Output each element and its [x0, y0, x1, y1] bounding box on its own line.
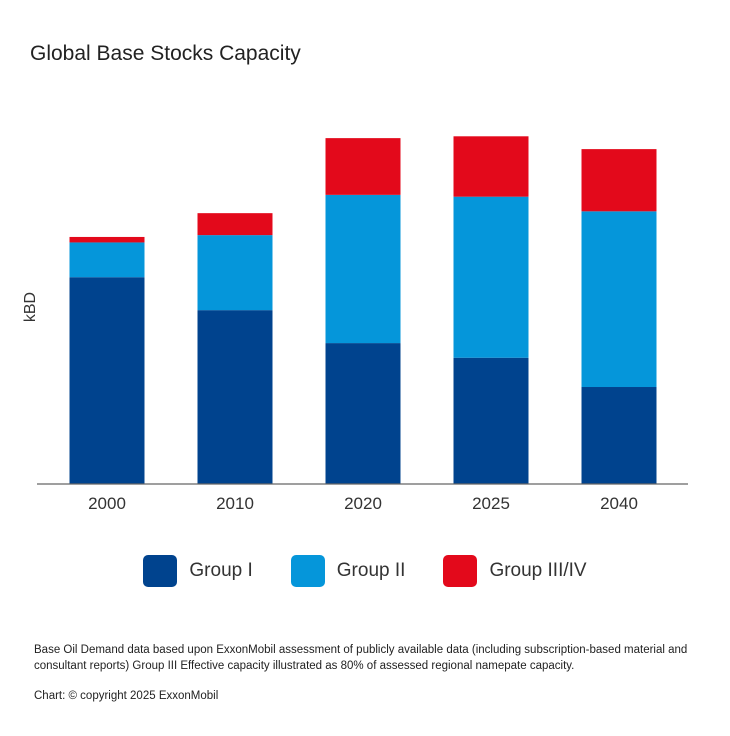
- bars-group: [69, 136, 657, 484]
- bar-2010-group-i: [197, 310, 273, 484]
- bar-2010-group-iii-iv: [197, 213, 273, 236]
- bar-2000-group-iii-iv: [69, 236, 145, 243]
- x-tick-label-2040: 2040: [600, 494, 638, 513]
- y-axis-label: kBD: [22, 292, 39, 322]
- bar-2025-group-ii: [453, 196, 529, 358]
- chart-title: Global Base Stocks Capacity: [30, 42, 301, 65]
- legend-item-group-i: Group I: [143, 555, 253, 587]
- legend-swatch-group-ii: [290, 555, 325, 587]
- legend-swatch-group-iii-iv: [443, 555, 478, 587]
- x-tick-label-2010: 2010: [216, 494, 254, 513]
- x-tick-labels: 2000 2010 2020 2025 2040: [88, 494, 638, 513]
- bar-2020-group-i: [325, 343, 401, 484]
- bar-2010-group-ii: [197, 235, 273, 311]
- bar-2020-group-ii: [325, 194, 401, 344]
- legend-item-group-ii: Group II: [290, 555, 406, 587]
- chart-credit: Chart: © copyright 2025 ExxonMobil: [34, 690, 219, 702]
- legend: Group I Group II Group III/IV: [0, 555, 730, 587]
- footnote: Base Oil Demand data based upon ExxonMob…: [34, 644, 688, 672]
- legend-label-group-ii: Group II: [336, 560, 406, 581]
- bar-2020-group-iii-iv: [325, 138, 401, 195]
- bar-2025-group-i: [453, 357, 529, 484]
- legend-item-group-iii-iv: Group III/IV: [443, 555, 587, 587]
- x-tick-label-2025: 2025: [472, 494, 510, 513]
- bar-2025-group-iii-iv: [453, 136, 529, 197]
- x-tick-label-2020: 2020: [344, 494, 382, 513]
- legend-swatch-group-i: [143, 555, 178, 587]
- x-tick-label-2000: 2000: [88, 494, 126, 513]
- bar-2040-group-ii: [581, 211, 657, 388]
- legend-label-group-i: Group I: [189, 560, 253, 581]
- legend-label-group-iii-iv: Group III/IV: [489, 560, 587, 581]
- bar-chart: 2000 2010 2020 2025 2040 kBD: [22, 136, 688, 513]
- bar-2000-group-i: [69, 277, 145, 484]
- bar-2000-group-ii: [69, 242, 145, 278]
- bar-2040-group-iii-iv: [581, 149, 657, 212]
- bar-2040-group-i: [581, 387, 657, 484]
